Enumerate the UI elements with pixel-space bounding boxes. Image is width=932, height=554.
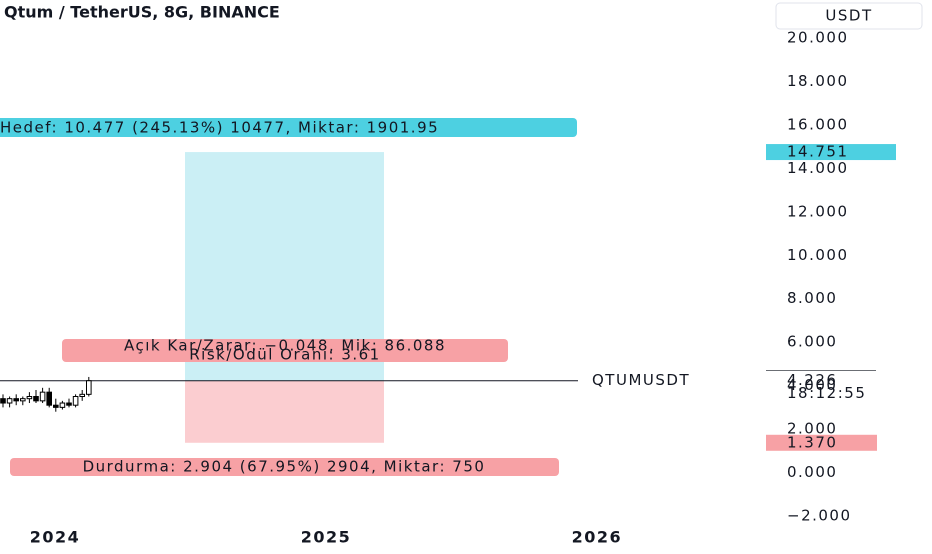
currency-button[interactable] bbox=[775, 2, 923, 30]
stop-label-bg bbox=[10, 458, 559, 476]
y-tick-label: 20.000 bbox=[787, 29, 849, 47]
target-price-label: 14.751 bbox=[787, 143, 849, 161]
y-tick-label: 8.000 bbox=[787, 289, 837, 307]
y-tick-label: 4.000 bbox=[787, 376, 837, 394]
candle-body bbox=[72, 396, 79, 406]
chart-title: Qtum / TetherUS, 8G, BINANCE bbox=[4, 3, 280, 22]
candle-body bbox=[39, 391, 46, 402]
target-label-bg bbox=[0, 118, 577, 137]
y-tick-label: 2.000 bbox=[787, 420, 837, 438]
y-tick-label: 6.000 bbox=[787, 333, 837, 351]
candle-body bbox=[33, 396, 39, 402]
stop-price-badge bbox=[766, 434, 877, 451]
candle-body bbox=[0, 398, 6, 404]
y-tick-label: 0.000 bbox=[787, 463, 837, 481]
symbol-label: QTUMUSDT bbox=[592, 371, 690, 389]
countdown-label: 18:12:55 bbox=[787, 384, 866, 402]
x-tick-label: 2026 bbox=[572, 528, 623, 547]
target-price-badge bbox=[766, 144, 896, 161]
candle-body bbox=[79, 393, 86, 398]
stop-label: Durdurma: 2.904 (67.95%) 2904, Miktar: 7… bbox=[83, 458, 486, 476]
candle-body bbox=[59, 402, 66, 408]
x-tick-label: 2024 bbox=[30, 528, 81, 547]
pnl-label-bg bbox=[62, 339, 508, 362]
candle-body bbox=[13, 398, 19, 402]
last-price-label: 4.226 bbox=[787, 371, 837, 389]
candle-body bbox=[46, 391, 53, 406]
y-tick-label: 18.000 bbox=[787, 72, 849, 90]
target-label: Hedef: 10.477 (245.13%) 10477, Miktar: 1… bbox=[0, 119, 439, 137]
x-tick-label: 2025 bbox=[301, 528, 352, 547]
currency-button-label[interactable]: USDT bbox=[825, 7, 872, 25]
candle-body bbox=[6, 398, 13, 404]
stop-price-label: 1.370 bbox=[787, 433, 837, 451]
candle-body bbox=[53, 404, 59, 408]
y-tick-label: 16.000 bbox=[787, 115, 849, 133]
candle-body bbox=[66, 402, 72, 406]
pnl-label: Açık Kar/Zarar: −0.048, Mik: 86.088 bbox=[124, 337, 446, 355]
y-tick-label: 12.000 bbox=[787, 202, 849, 220]
stop-zone bbox=[185, 380, 384, 443]
candle-body bbox=[20, 398, 26, 402]
y-tick-label: −2.000 bbox=[787, 506, 852, 524]
y-tick-label: 10.000 bbox=[787, 246, 849, 264]
candle-body bbox=[26, 396, 33, 400]
risk-label: Risk/Ödül Oranı: 3.61 bbox=[189, 345, 380, 364]
y-tick-label: 14.000 bbox=[787, 159, 849, 177]
candle-body bbox=[86, 380, 92, 395]
